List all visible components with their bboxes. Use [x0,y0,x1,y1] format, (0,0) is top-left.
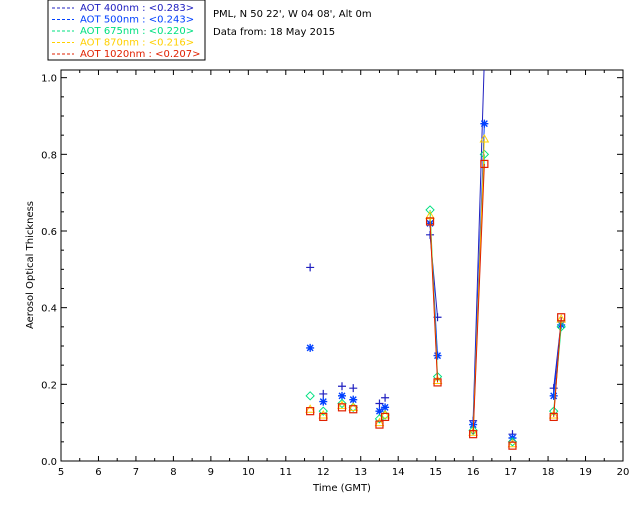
series [306,119,566,442]
x-tick-label: 14 [392,467,405,478]
x-tick-label: 18 [542,467,555,478]
legend-entry: AOT 500nm : <0.243> [80,15,194,26]
data-point [432,375,443,384]
legend-entry: AOT 400nm : <0.283> [80,3,194,14]
data-point [468,427,478,436]
x-tick-label: 17 [504,467,517,478]
x-tick-label: 6 [95,467,101,478]
date-info: Data from: 18 May 2015 [213,27,335,38]
x-axis-label: Time (GMT) [312,483,371,494]
x-tick-label: 16 [467,467,480,478]
y-tick-label: 0.0 [41,457,57,468]
series-layer [305,55,567,450]
legend-entry: AOT 675nm : <0.220> [80,26,194,37]
data-point [425,210,435,220]
x-tick-label: 11 [279,467,292,478]
data-point [349,384,358,393]
data-point [305,391,315,401]
series-line [553,317,562,417]
data-point [508,441,517,450]
data-point [349,405,358,414]
data-point [318,406,328,416]
data-point [549,384,558,393]
data-point [507,437,518,447]
x-axis: 5 6 7 8 9 10 11 12 13 14 15 16 17 18 19 20 [58,70,630,478]
data-point [548,409,559,419]
data-point [338,391,346,400]
data-point [479,149,490,160]
data-point [381,403,390,412]
data-point [337,400,347,409]
y-tick-label: 1.0 [41,74,57,85]
data-point [375,407,384,416]
data-point [319,389,328,398]
data-point [306,407,315,416]
x-tick-label: 13 [354,467,367,478]
data-point [375,420,384,429]
legend-box [47,0,206,61]
x-tick-label: 19 [579,467,592,478]
data-point [381,393,390,402]
series-line [472,163,485,435]
data-point [469,430,478,439]
data-point [306,343,315,352]
site-info: PML, N 50 22', W 04 08', Alt 0m [213,9,372,20]
y-axis: 0.0 0.2 0.4 0.6 0.8 1.0 [41,74,623,468]
data-point [337,398,347,409]
data-point [549,412,558,422]
series-line [472,70,485,421]
data-point [380,412,390,422]
y-tick-label: 0.4 [41,304,57,315]
x-tick-label: 5 [58,467,64,478]
data-point [480,119,489,128]
data-point [425,217,435,226]
data-point [319,397,328,406]
x-tick-label: 8 [170,467,176,478]
legend-entry: AOT 870nm : <0.216> [80,38,194,49]
data-point [479,133,490,143]
series-line [429,221,439,383]
data-point [348,402,359,411]
data-point [305,404,316,413]
data-point [318,409,329,419]
data-point [374,417,385,427]
data-point [507,438,518,448]
y-axis-label: Aerosol Optical Thickness [25,201,36,329]
data-point [306,263,315,272]
series [305,133,567,448]
y-tick-label: 0.6 [41,227,57,238]
data-point [337,403,347,412]
legend: AOT 400nm : <0.283>AOT 500nm : <0.243>AO… [47,0,206,61]
data-point [349,395,358,404]
data-point [480,159,489,169]
data-point [480,55,488,63]
series [306,159,566,450]
data-point [338,382,346,391]
data-point [433,378,442,387]
data-point [557,313,566,322]
x-tick-label: 9 [208,467,214,478]
data-point [380,409,390,419]
data-point [468,425,478,436]
data-point [556,322,566,332]
data-point [549,391,558,400]
data-point [425,205,435,215]
data-point [375,399,384,408]
x-tick-label: 12 [317,467,330,478]
data-point [433,351,442,360]
x-tick-label: 20 [617,467,630,478]
legend-entry: AOT 1020nm : <0.207> [80,49,200,60]
x-tick-label: 10 [242,467,255,478]
x-tick-label: 7 [133,467,139,478]
data-point [319,412,328,422]
y-tick-label: 0.8 [41,150,57,161]
x-tick-label: 15 [429,467,442,478]
y-tick-label: 0.2 [41,380,57,391]
